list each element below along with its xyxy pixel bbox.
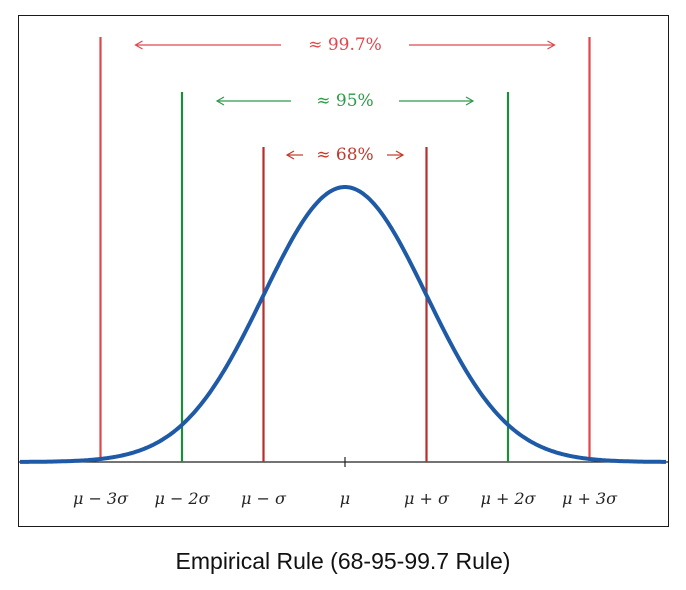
band-arrowhead-left-2sigma — [215, 96, 225, 106]
band-label-1sigma: ≈ 68% — [316, 145, 373, 165]
band-arrowhead-left-3sigma — [134, 40, 143, 50]
tick-label-2: μ − σ — [241, 489, 287, 508]
tick-label-0: μ − 3σ — [73, 489, 129, 508]
band-arrowhead-right-3sigma — [547, 40, 556, 50]
tick-label-1: μ − 2σ — [154, 489, 210, 508]
normal-curve — [20, 185, 666, 464]
tick-label-5: μ + 2σ — [480, 489, 536, 508]
band-arrowhead-right-1sigma — [395, 150, 405, 160]
tick-label-3: μ — [340, 489, 350, 508]
band-label-2sigma: ≈ 95% — [316, 91, 373, 111]
chart-caption: Empirical Rule (68-95-99.7 Rule) — [175, 548, 511, 574]
band-label-3sigma: ≈ 99.7% — [308, 35, 382, 55]
chart-frame — [18, 15, 669, 527]
tick-label-6: μ + 3σ — [562, 489, 618, 508]
band-arrowhead-right-2sigma — [465, 96, 475, 106]
band-arrowhead-left-1sigma — [285, 150, 295, 160]
tick-label-4: μ + σ — [404, 489, 450, 508]
